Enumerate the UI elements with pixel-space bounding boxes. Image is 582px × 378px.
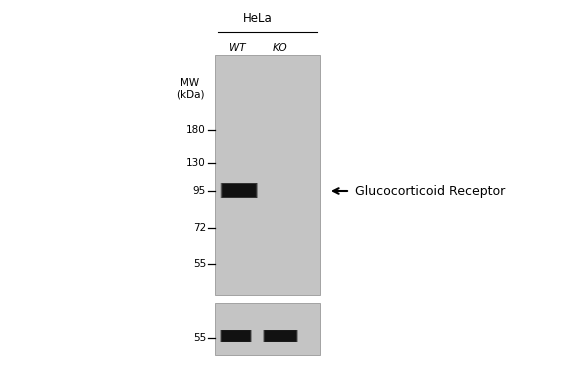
Text: 95: 95	[193, 186, 206, 196]
Text: 130: 130	[186, 158, 206, 168]
Text: HeLa: HeLa	[243, 11, 273, 25]
Text: WT: WT	[229, 43, 245, 53]
Text: KO: KO	[273, 43, 288, 53]
Bar	[221, 183, 257, 198]
Bar	[265, 330, 296, 341]
Bar	[263, 330, 298, 342]
Bar	[221, 183, 257, 198]
Text: 55: 55	[193, 333, 206, 343]
Bar	[215, 55, 320, 295]
Text: 72: 72	[193, 223, 206, 233]
Text: 55: 55	[193, 259, 206, 269]
Bar	[265, 331, 296, 341]
Bar	[222, 183, 257, 198]
Bar	[215, 303, 320, 355]
Bar	[222, 330, 250, 341]
Bar	[220, 330, 252, 342]
Bar	[221, 330, 251, 342]
Bar	[221, 330, 251, 342]
Bar	[220, 183, 258, 198]
Bar	[222, 331, 250, 341]
Text: 180: 180	[186, 125, 206, 135]
Bar	[264, 330, 297, 342]
Bar	[223, 184, 254, 197]
Bar	[221, 330, 251, 342]
Bar	[223, 184, 255, 197]
Text: Glucocorticoid Receptor: Glucocorticoid Receptor	[355, 184, 505, 197]
Bar	[222, 184, 255, 197]
Bar	[264, 330, 297, 342]
Bar	[264, 330, 297, 342]
Text: MW
(kDa): MW (kDa)	[176, 78, 204, 99]
Bar	[222, 184, 256, 197]
